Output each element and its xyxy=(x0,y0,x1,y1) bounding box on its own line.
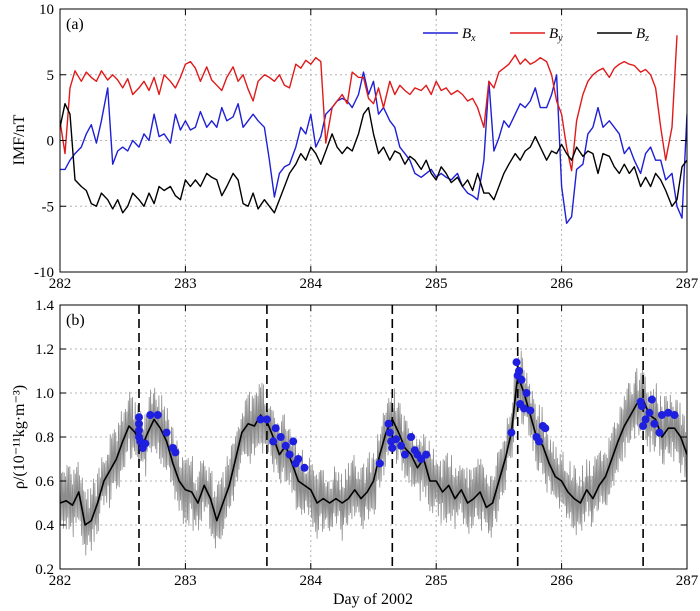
panel-a-ticks: 282 283 284 285 286 287 -10 -5 0 5 10 xyxy=(34,2,699,292)
x-tick-label: 286 xyxy=(550,573,573,589)
density-dot xyxy=(400,450,409,459)
x-tick-label: 283 xyxy=(174,573,197,589)
density-dot xyxy=(281,441,290,450)
y-tick-label: 0.2 xyxy=(35,562,54,578)
y-tick-label: 0.8 xyxy=(35,430,54,446)
density-dot xyxy=(300,463,309,472)
legend-by-label: By xyxy=(549,26,563,44)
panel-a-grid xyxy=(60,9,687,272)
density-dot xyxy=(388,444,397,452)
density-dot xyxy=(541,424,550,433)
density-dot xyxy=(135,426,143,435)
series-line-bx xyxy=(60,71,687,225)
x-tick-label: 287 xyxy=(676,276,699,292)
density-dot xyxy=(647,395,656,404)
y-tick-label: 0.4 xyxy=(35,518,54,534)
panel-a-ylabel: IMF/nT xyxy=(11,114,28,165)
density-dot xyxy=(285,450,294,459)
density-dot xyxy=(141,439,150,448)
density-dot xyxy=(657,411,666,419)
density-dot xyxy=(392,435,401,444)
density-dot xyxy=(397,441,406,450)
x-tick-label: 286 xyxy=(550,276,573,292)
density-dot xyxy=(520,404,528,413)
x-tick-label: 284 xyxy=(300,276,323,292)
density-dot xyxy=(535,437,543,446)
density-dot xyxy=(664,408,673,417)
density-dot xyxy=(507,428,516,437)
density-dot xyxy=(171,448,180,457)
density-dot xyxy=(655,428,664,437)
panel-b: 282 283 284 285 286 2870.20.40.60.81.01.21.4 … xyxy=(11,298,699,608)
density-dot xyxy=(515,367,523,375)
x-axis-label: Day of 2002 xyxy=(333,591,413,608)
y-tick-label: -5 xyxy=(42,199,55,215)
panel-a: 282 283 284 285 286 287 -10 -5 0 5 10 (a) IMF/nT B… xyxy=(11,2,699,292)
density-dot xyxy=(517,375,526,384)
panel-b-series xyxy=(60,358,687,526)
density-dot xyxy=(422,450,431,459)
density-dot xyxy=(162,428,171,437)
density-dot xyxy=(135,413,143,422)
y-tick-label: 0.6 xyxy=(35,474,54,490)
panel-a-label: (a) xyxy=(66,16,84,33)
legend-bx-label: Bx xyxy=(462,26,476,44)
y-tick-label: 1.0 xyxy=(35,386,54,402)
density-dot xyxy=(645,408,654,417)
y-tick-label: 5 xyxy=(47,68,55,84)
y-tick-label: 1.4 xyxy=(35,298,54,314)
x-tick-label: 287 xyxy=(676,573,699,589)
density-dot xyxy=(269,437,278,446)
density-dot xyxy=(637,402,646,411)
y-tick-label: 0 xyxy=(47,134,55,150)
density-dot xyxy=(670,411,679,419)
x-tick-label: 285 xyxy=(425,573,448,589)
density-dot xyxy=(256,415,265,424)
y-tick-label: 10 xyxy=(39,2,54,18)
density-dot xyxy=(375,459,384,468)
panel-b-ylabel: ρ/(10⁻¹¹kg·m⁻³) xyxy=(11,385,28,489)
density-dot xyxy=(276,433,285,441)
raw-density-trace xyxy=(60,350,687,556)
legend: Bx By Bz xyxy=(423,26,649,44)
series-line-by xyxy=(60,35,678,172)
legend-bz-label: Bz xyxy=(636,26,649,44)
panel-b-label: (b) xyxy=(66,312,85,329)
y-tick-label: -10 xyxy=(34,265,54,281)
x-tick-label: 282 xyxy=(49,573,72,589)
series-line-bz xyxy=(60,102,687,214)
density-dot xyxy=(262,415,271,424)
density-dot xyxy=(639,422,648,430)
x-tick-label: 282 xyxy=(49,276,72,292)
x-tick-label: 285 xyxy=(425,276,448,292)
density-dot xyxy=(522,389,531,397)
panel-a-frame xyxy=(59,8,688,273)
smoothed-density-line xyxy=(60,374,687,526)
density-dot xyxy=(407,433,416,441)
density-dot xyxy=(384,419,393,428)
panel-b-grid xyxy=(60,305,687,569)
density-dot xyxy=(294,455,303,463)
density-dot xyxy=(146,411,155,419)
density-dot xyxy=(153,411,162,419)
density-dot xyxy=(271,424,280,433)
density-dot xyxy=(135,419,143,428)
panel-b-raw-density xyxy=(60,350,687,556)
density-dot xyxy=(289,437,298,446)
x-tick-label: 284 xyxy=(300,573,323,589)
density-dot xyxy=(650,419,659,428)
y-tick-label: 1.2 xyxy=(35,342,54,358)
panel-b-ticks: 282 283 284 285 286 287 0.2 0.4 0.6 0.8 1.0 1.2 1.4 xyxy=(35,298,699,589)
density-dot xyxy=(385,428,394,437)
density-dot xyxy=(512,358,521,367)
x-tick-label: 283 xyxy=(174,276,197,292)
density-dot xyxy=(641,415,650,424)
density-dot xyxy=(526,406,535,415)
panel-a-series xyxy=(60,35,687,225)
